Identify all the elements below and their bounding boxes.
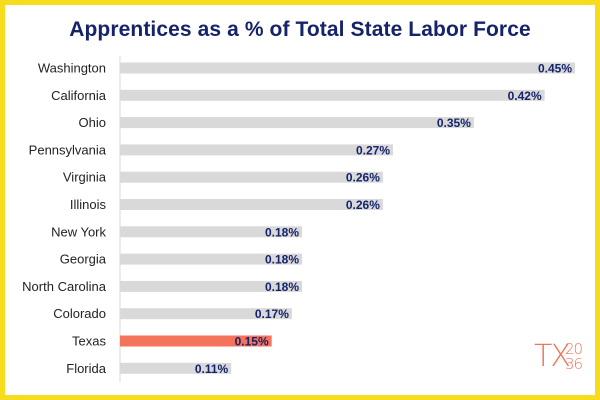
category-label: Texas (72, 334, 106, 349)
value-label: 0.35% (437, 116, 471, 130)
value-label: 0.45% (538, 62, 572, 76)
bar (120, 89, 545, 101)
chart-title: Apprentices as a % of Total State Labor … (69, 18, 531, 41)
bars-group: Washington 0.45% California 0.42% Ohio 0.35% P… (22, 61, 575, 376)
category-label: Illinois (70, 197, 107, 212)
bar (120, 308, 292, 320)
bar (120, 117, 474, 129)
logo-text: TX (534, 339, 571, 374)
value-label: 0.15% (235, 335, 269, 349)
category-label: California (51, 88, 107, 103)
value-label: 0.18% (265, 253, 299, 267)
bar (120, 62, 575, 74)
category-label: Florida (66, 361, 107, 376)
category-label: Washington (38, 61, 106, 76)
value-label: 0.11% (195, 362, 229, 376)
bar (120, 280, 302, 292)
bar (120, 253, 302, 265)
bar (120, 144, 393, 156)
value-label: 0.18% (265, 225, 299, 239)
category-label: North Carolina (22, 279, 107, 294)
value-label: 0.26% (346, 198, 380, 212)
value-label: 0.27% (356, 143, 390, 157)
value-label: 0.26% (346, 171, 380, 185)
category-label: Pennsylvania (29, 142, 107, 157)
category-label: Colorado (53, 306, 106, 321)
category-label: New York (51, 224, 106, 239)
bar (120, 226, 302, 238)
bar (120, 171, 383, 183)
bar (120, 362, 232, 374)
bar (120, 199, 383, 210)
category-label: Virginia (63, 170, 107, 185)
value-label: 0.42% (508, 89, 542, 103)
logo-year: 20 36 (565, 340, 583, 373)
category-label: Ohio (79, 115, 106, 130)
value-label: 0.18% (265, 280, 299, 294)
bar-highlight (120, 335, 272, 347)
value-label: 0.17% (255, 307, 289, 321)
category-label: Georgia (60, 252, 107, 267)
